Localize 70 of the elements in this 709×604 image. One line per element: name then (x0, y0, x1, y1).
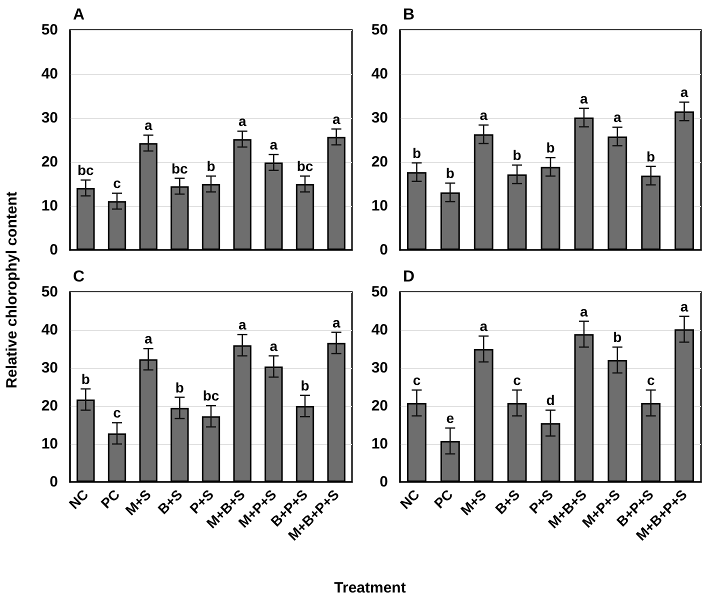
y-axis-title: Relative chlorophyl content (4, 192, 20, 388)
annotation: b (412, 144, 422, 161)
x-tick-label: NC (396, 486, 422, 512)
annotation: a (680, 298, 688, 314)
annotation: b (81, 370, 90, 387)
y-tick-label: 10 (41, 436, 58, 452)
y-tick-label: 0 (380, 474, 388, 490)
annotation: a (480, 107, 488, 124)
annotation: a (238, 316, 246, 333)
y-tick-label: 20 (41, 154, 58, 170)
y-tick-label: 20 (41, 398, 58, 414)
x-tick-label: PC (430, 486, 456, 512)
y-tick-label: 0 (50, 474, 58, 490)
y-tick-label: 10 (41, 198, 58, 214)
y-tick-label: 40 (41, 66, 58, 82)
y-tick-label: 40 (371, 322, 388, 338)
y-tick-label: 10 (371, 436, 388, 452)
chart-title: D (403, 268, 415, 286)
y-tick-label: 50 (371, 284, 388, 300)
annotation: c (412, 372, 421, 388)
annotation: b (546, 140, 555, 156)
annotation: bc (171, 160, 188, 176)
y-tick-label: 30 (41, 110, 58, 126)
chart-title: A (73, 6, 85, 24)
annotation: b (646, 148, 656, 164)
x-axis-title: Treatment (334, 580, 406, 596)
annotation: a (144, 330, 152, 347)
y-tick-label: 30 (371, 110, 388, 126)
y-tick-label: 30 (371, 360, 388, 376)
annotation: a (680, 84, 688, 100)
y-tick-label: 10 (371, 198, 388, 214)
annotation: b (300, 377, 310, 394)
x-tick-label: PC (98, 486, 123, 512)
annotation: a (332, 111, 340, 127)
annotation: c (113, 175, 122, 192)
y-tick-label: 0 (50, 242, 58, 258)
annotation: bc (77, 162, 94, 178)
annotation: a (332, 314, 340, 330)
x-tick-label: NC (66, 486, 92, 512)
annotation: a (270, 136, 278, 153)
annotation: bc (296, 158, 314, 174)
y-tick-label: 0 (380, 242, 388, 258)
annotation: b (175, 379, 184, 396)
y-tick-label: 50 (41, 22, 58, 38)
y-tick-label: 30 (41, 360, 58, 376)
y-tick-label: 40 (41, 322, 58, 338)
y-tick-label: 50 (371, 22, 388, 38)
chart-title: C (73, 268, 85, 286)
annotation: a (270, 338, 278, 354)
annotation: b (446, 165, 454, 182)
annotation: c (513, 372, 522, 388)
annotation: a (480, 318, 488, 334)
annotation: a (238, 113, 246, 130)
annotation: a (580, 303, 588, 320)
annotation: b (206, 158, 216, 174)
annotation: a (613, 109, 622, 126)
annotation: c (646, 372, 655, 388)
chart-title: B (403, 6, 415, 24)
y-tick-label: 40 (371, 66, 388, 82)
annotation: a (580, 90, 588, 106)
annotation: d (546, 392, 555, 408)
annotation: b (512, 147, 522, 164)
annotation: b (613, 329, 622, 346)
annotation: bc (202, 388, 220, 404)
y-tick-label: 20 (371, 154, 388, 170)
y-tick-label: 20 (371, 398, 388, 414)
annotation: c (113, 404, 122, 421)
y-tick-label: 50 (41, 284, 58, 300)
annotation: a (144, 117, 152, 134)
annotation: e (446, 410, 454, 426)
